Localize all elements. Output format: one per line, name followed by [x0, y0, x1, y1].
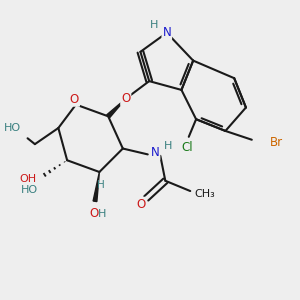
- Text: H: H: [164, 141, 172, 151]
- Polygon shape: [107, 99, 126, 118]
- Text: Cl: Cl: [182, 141, 193, 154]
- Text: O: O: [121, 92, 130, 105]
- Text: HO: HO: [20, 184, 38, 195]
- Text: N: N: [162, 26, 171, 39]
- Text: OH: OH: [19, 174, 36, 184]
- Polygon shape: [93, 172, 99, 202]
- Text: O: O: [70, 93, 79, 106]
- Text: HO: HO: [4, 123, 21, 133]
- Text: Br: Br: [269, 136, 283, 149]
- Text: CH₃: CH₃: [195, 189, 215, 199]
- Text: N: N: [151, 146, 159, 159]
- Text: H: H: [97, 180, 105, 190]
- Text: H: H: [150, 20, 159, 30]
- Text: H: H: [98, 208, 106, 219]
- Text: O: O: [136, 198, 146, 211]
- Text: O: O: [89, 207, 98, 220]
